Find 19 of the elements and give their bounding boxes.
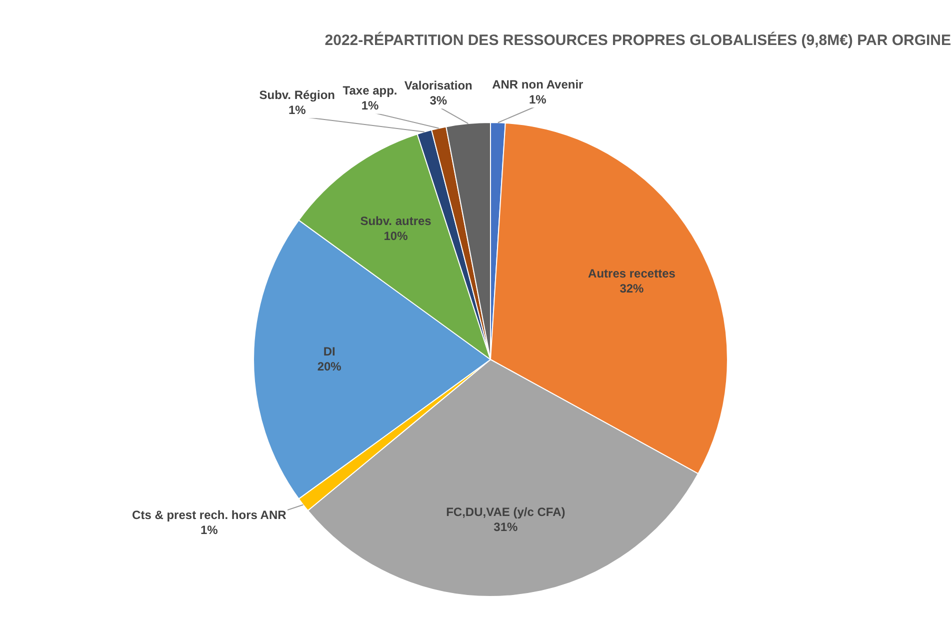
data-label: 20% xyxy=(317,359,342,374)
slice-label: Taxe app. xyxy=(342,84,398,98)
data-label: 31% xyxy=(494,520,518,534)
data-label: 1% xyxy=(200,522,218,537)
slice-label: FC,DU,VAE (y/c CFA) xyxy=(446,504,566,519)
slice-label: Autres recettes xyxy=(588,266,676,281)
data-label: 32% xyxy=(620,282,644,296)
data-label: 10% xyxy=(384,228,408,243)
slice-label: DI xyxy=(323,344,336,358)
chart-title: 2022-RÉPARTITION DES RESSOURCES PROPRES GLOBALISÉES (9,8M€) PAR ORGINE xyxy=(324,31,951,50)
slice-label: Cts & prest rech. hors ANR xyxy=(132,508,287,522)
data-label: 1% xyxy=(528,92,547,106)
slice-label: Subv. autres xyxy=(360,214,432,228)
slice-label: ANR non Avenir xyxy=(492,77,584,92)
data-label: 3% xyxy=(430,93,448,108)
data-label: 1% xyxy=(288,102,306,117)
slice-label: Valorisation xyxy=(404,78,472,92)
slice-label: Subv. Région xyxy=(259,88,336,102)
data-label: 1% xyxy=(361,98,380,113)
